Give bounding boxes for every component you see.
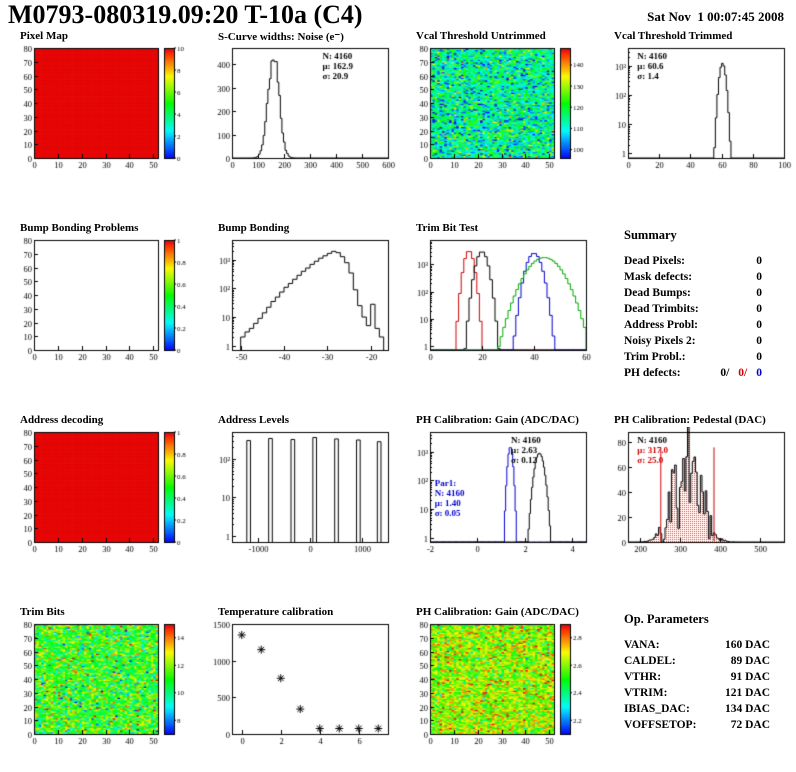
op-parameter-row: VTRIM: 121 DAC xyxy=(624,687,770,699)
panel-ph-gain-hist: PH Calibration: Gain (ADC/DAC) xyxy=(404,414,596,580)
op-parameter-label: VOFFSETOP: xyxy=(624,719,697,731)
trim-bit-test-histogram xyxy=(404,235,594,367)
op-parameter-row: VANA: 160 DAC xyxy=(624,639,770,651)
page-title: M0793-080319.09:20 T-10a (C4) xyxy=(8,0,363,29)
ph-gain-heatmap xyxy=(404,619,594,751)
op-parameter-row: VOFFSETOP: 72 DAC xyxy=(624,719,770,731)
summary-row-ph-defects: PH defects: 0/ 0/ 0 xyxy=(624,367,762,379)
scurve-noise-histogram xyxy=(206,43,396,175)
summary-row-value: 0 xyxy=(756,255,762,267)
panel-trim-bits: Trim Bits xyxy=(8,606,200,772)
op-parameter-label: VTRIM: xyxy=(624,687,668,699)
chart-title: Temperature calibration xyxy=(218,606,334,618)
panel-op-parameters: Op. Parameters VANA: 160 DAC CALDEL: 89 DA… xyxy=(602,606,794,772)
chart-title: Address decoding xyxy=(20,414,104,426)
summary-row-label: Trim Probl.: xyxy=(624,351,686,363)
panel-summary: Summary Dead Pixels: 0 Mask defects: 0 Dea… xyxy=(602,222,794,388)
summary-row-value: 0 xyxy=(756,335,762,347)
op-parameter-row: VTHR: 91 DAC xyxy=(624,671,770,683)
chart-title: Vcal Threshold Untrimmed xyxy=(416,30,546,42)
trim-bits-heatmap xyxy=(8,619,198,751)
panel-temperature-calibration: Temperature calibration xyxy=(206,606,398,772)
summary-row-label: PH defects: xyxy=(624,367,681,379)
chart-title: Bump Bonding Problems xyxy=(20,222,139,234)
op-parameter-label: VTHR: xyxy=(624,671,662,683)
op-parameter-value: 89 DAC xyxy=(730,655,770,667)
summary-title: Summary xyxy=(624,228,677,242)
summary-row-label: Mask defects: xyxy=(624,271,693,283)
summary-row: Noisy Pixels 2: 0 xyxy=(624,335,762,347)
temperature-calibration-scatter xyxy=(206,619,396,751)
summary-row: Mask defects: 0 xyxy=(624,271,762,283)
panel-address-decoding: Address decoding xyxy=(8,414,200,580)
op-parameters-title: Op. Parameters xyxy=(624,612,709,626)
summary-row: Address Probl: 0 xyxy=(624,319,762,331)
summary-row-value: 0 xyxy=(756,351,762,363)
summary-row-value: 0 xyxy=(756,271,762,283)
op-parameter-row: IBIAS_DAC: 134 DAC xyxy=(624,703,770,715)
op-parameter-row: CALDEL: 89 DAC xyxy=(624,655,770,667)
vcal-trimmed-histogram xyxy=(602,43,792,175)
chart-title: Trim Bits xyxy=(20,606,65,618)
summary-row-label: Dead Bumps: xyxy=(624,287,691,299)
op-parameter-value: 134 DAC xyxy=(724,703,770,715)
op-parameter-label: VANA: xyxy=(624,639,660,651)
ph-pedestal-histogram xyxy=(602,427,792,559)
address-decoding-heatmap xyxy=(8,427,198,559)
summary-row: Dead Pixels: 0 xyxy=(624,255,762,267)
chart-title: PH Calibration: Gain (ADC/DAC) xyxy=(416,414,579,426)
chart-title: PH Calibration: Pedestal (DAC) xyxy=(614,414,766,426)
summary-row: Dead Bumps: 0 xyxy=(624,287,762,299)
panel-address-levels: Address Levels xyxy=(206,414,398,580)
op-parameter-value: 121 DAC xyxy=(724,687,770,699)
address-levels-histogram xyxy=(206,427,396,559)
timestamp: Sat Nov 1 00:07:45 2008 xyxy=(647,9,784,24)
summary-row: Dead Trimbits: 0 xyxy=(624,303,762,315)
panel-ph-pedestal: PH Calibration: Pedestal (DAC) xyxy=(602,414,794,580)
op-parameter-label: IBIAS_DAC: xyxy=(624,703,690,715)
panel-ph-gain-map: PH Calibration: Gain (ADC/DAC) xyxy=(404,606,596,772)
panel-trim-bit-test: Trim Bit Test xyxy=(404,222,596,388)
ph-defects-values: 0/ 0/ 0 xyxy=(720,367,762,379)
summary-row-label: Dead Pixels: xyxy=(624,255,686,267)
op-parameter-label: CALDEL: xyxy=(624,655,676,667)
panel-bump-bonding: Bump Bonding xyxy=(206,222,398,388)
summary-row-label: Dead Trimbits: xyxy=(624,303,699,315)
chart-title: PH Calibration: Gain (ADC/DAC) xyxy=(416,606,579,618)
chart-title: Bump Bonding xyxy=(218,222,290,234)
summary-row-label: Noisy Pixels 2: xyxy=(624,335,696,347)
panel-bump-bonding-problems: Bump Bonding Problems xyxy=(8,222,200,388)
panel-scurve-widths: S-Curve widths: Noise (e⁻) xyxy=(206,30,398,196)
vcal-untrimmed-heatmap xyxy=(404,43,594,175)
panel-vcal-untrimmed: Vcal Threshold Untrimmed xyxy=(404,30,596,196)
ph-defects-red: 0/ xyxy=(738,367,748,379)
summary-row-value: 0 xyxy=(756,287,762,299)
chart-title: Trim Bit Test xyxy=(416,222,479,234)
op-parameter-value: 72 DAC xyxy=(730,719,770,731)
ph-gain-histogram xyxy=(404,427,594,559)
chart-title: Address Levels xyxy=(218,414,289,426)
chart-title: Vcal Threshold Trimmed xyxy=(614,30,733,42)
summary-row-value: 0 xyxy=(756,319,762,331)
op-parameter-value: 91 DAC xyxy=(730,671,770,683)
ph-defects-black: 0/ xyxy=(720,367,730,379)
panel-vcal-trimmed: Vcal Threshold Trimmed xyxy=(602,30,794,196)
op-parameter-value: 160 DAC xyxy=(724,639,770,651)
ph-defects-blue: 0 xyxy=(756,367,762,379)
summary-row-label: Address Probl: xyxy=(624,319,699,331)
pixel-map-heatmap xyxy=(8,43,198,175)
bump-bonding-histogram xyxy=(206,235,396,367)
chart-title: Pixel Map xyxy=(20,30,68,42)
chart-title: S-Curve widths: Noise (e⁻) xyxy=(218,31,344,43)
summary-row: Trim Probl.: 0 xyxy=(624,351,762,363)
summary-row-value: 0 xyxy=(756,303,762,315)
bump-bonding-problems-heatmap xyxy=(8,235,198,367)
panel-pixel-map: Pixel Map xyxy=(8,30,200,196)
